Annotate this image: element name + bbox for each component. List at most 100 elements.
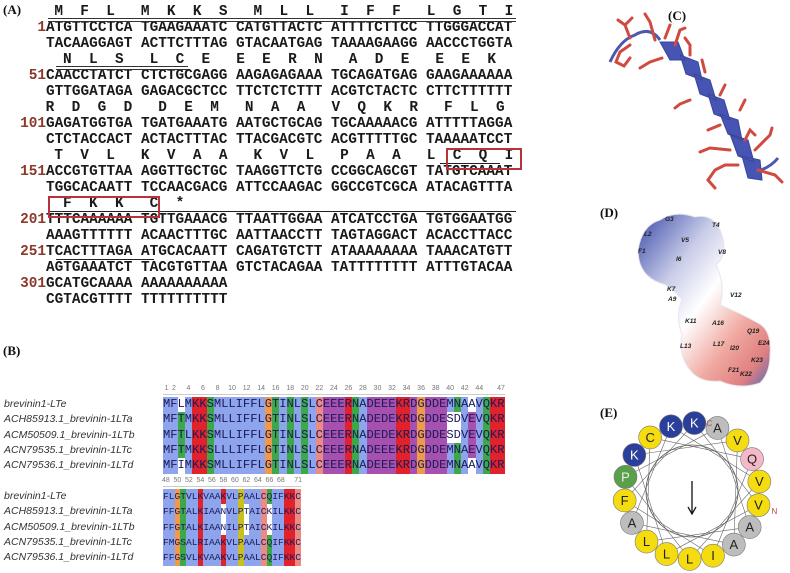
alignment-cell [272,397,280,413]
alignment-cell [220,519,227,536]
amino-acid: M [253,4,263,20]
complement-strand: TGGCACAATT TCCAACGACG ATTCCAAGAC GGCCGTC… [46,180,513,196]
alignment-cell [226,550,233,566]
amino-acid: V [80,148,89,164]
alignment-cell [402,412,411,428]
alignment-cell [174,489,181,505]
alignment-cell [191,550,198,566]
alignment-cell [163,397,171,413]
ruler-tick-label: 1 [164,385,169,392]
alignment-cell [163,519,170,536]
alignment-cell [180,534,187,551]
ruler-tick-label: 32 [388,385,396,392]
alignment-cell [163,458,171,474]
forward-strand: CAACCTATCT CTCTGCGAGG AAGAGAGAAA TGCAGAT… [46,68,513,84]
alignment-cell [381,442,389,459]
alignment-cell [359,427,367,444]
alignment-cell [373,412,382,428]
alignment-cell [359,412,367,428]
alignment-cell [242,442,251,459]
alignment-cell [352,458,360,474]
amino-acid: N [62,52,72,68]
amino-acid: L [426,148,436,164]
alignment-cell [180,489,187,505]
ruler-tick-label: 44 [475,385,484,392]
alignment-cell [264,397,273,413]
alignment-cell [330,427,338,444]
ruler-tick-label: 16 [271,385,280,392]
alignment-cell [283,504,290,520]
alignment-cell [359,442,367,459]
forward-strand: TCACTTTAGA ATGCACAATT CAGATGTCTT ATAAAAA… [46,244,513,260]
signal-peptide-underline [48,18,516,22]
alignment-cell [168,504,175,520]
alignment-cell [237,534,244,551]
residue-letter: F [621,493,629,508]
ruler-tick-label: 8 [215,385,220,392]
helix-3d-structure [608,12,784,190]
sequence-name: ACM50509.1_brevinin-1LTb [4,428,135,441]
residue-circle [638,425,662,450]
alignment-cell [301,442,309,459]
wheel-connector [650,437,753,460]
alignment-cell [402,442,411,459]
alignment-cell [209,550,216,566]
alignment-cell [228,397,236,413]
alignment-cell [186,534,193,551]
wheel-connector [634,454,667,555]
alignment-cell [439,427,447,444]
alignment-cell [453,458,462,474]
amino-acid: S [114,52,124,68]
alignment-cell [286,412,295,428]
residue-letter: L [663,547,670,562]
alignment-cell [293,397,302,413]
alignment-cell [255,550,262,566]
alignment-cell [497,412,505,428]
alignment-cell [315,397,324,413]
alignment-cell [174,550,181,566]
alignment-cell [308,458,316,474]
sequence-name: ACN79536.1_brevinin-1LTd [4,551,134,564]
alignment-cell [446,458,455,474]
alignment-cell [214,550,221,566]
residue-circle [740,447,764,471]
alignment-cell [279,427,287,444]
alignment-cell [461,412,469,428]
alignment-cell [250,412,258,428]
residue-letter: I [711,548,715,563]
panel-b-label: (B) [3,343,21,358]
ruler-tick-label: 54 [196,477,205,484]
line-number: 151 [20,164,46,180]
residue-letter: A [745,520,754,535]
alignment-cell [272,534,279,551]
alignment-cell [439,458,447,474]
alignment-cell [197,504,204,520]
alignment-cell [315,412,324,428]
amino-acid: M [140,4,150,20]
amino-acid: K [114,196,124,212]
alignment-cell [388,397,396,413]
alignment-cell [344,412,353,428]
panel-e-label: (E) [600,405,618,420]
alignment-cell [163,427,171,444]
alignment-cell [209,489,216,505]
alignment-cell [424,397,433,413]
alignment-cell [497,397,505,413]
alignment-ruler [163,486,301,487]
wheel-connector [694,422,759,506]
alignment-cell [453,412,462,428]
ruler-tick-label: 12 [242,385,251,392]
alignment-cell [242,397,251,413]
alignment-cell [395,412,404,428]
c-terminus-label: C [706,419,712,428]
residue-circle [737,515,762,539]
alignment-cell [235,442,244,459]
alignment-cell [221,412,229,428]
ruler-tick-label: 26 [344,385,353,392]
alignment-cell [475,442,484,459]
alignment-cell [490,442,498,459]
alignment-cell [220,534,227,551]
residue-label: L2 [644,231,652,238]
residue-circle [701,543,725,568]
alignment-cell [250,442,258,459]
